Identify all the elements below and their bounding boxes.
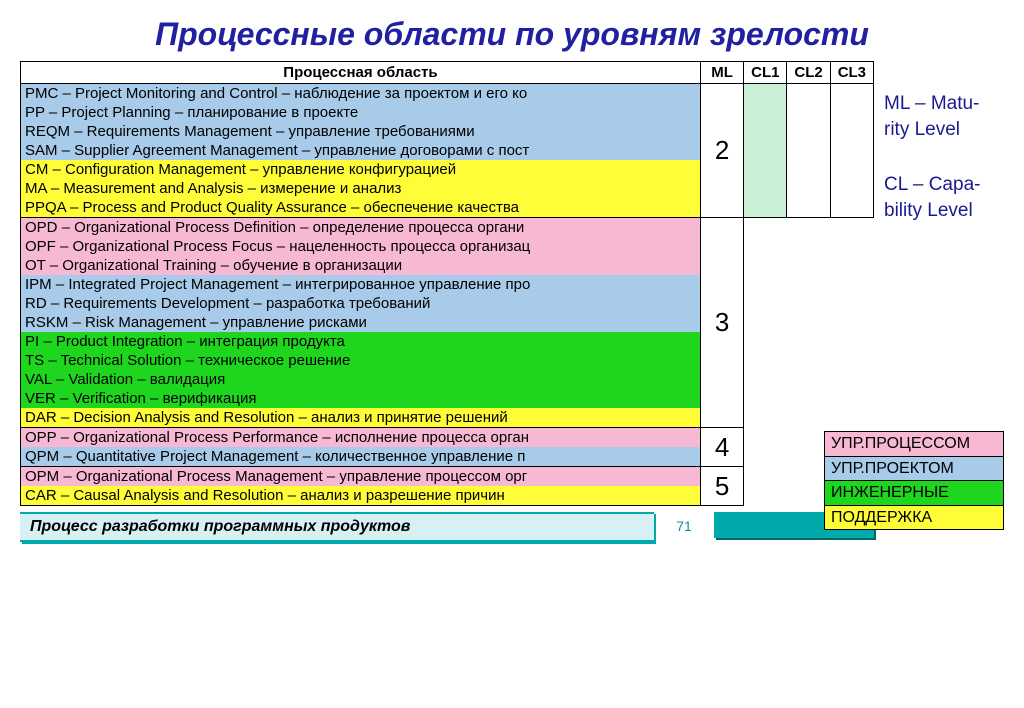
process-area-cell: TS – Technical Solution – техническое ре… — [21, 351, 701, 370]
process-area-cell: PP – Project Planning – планирование в п… — [21, 103, 701, 122]
table-row: RSKM – Risk Management – управление риск… — [21, 313, 874, 332]
footer-label: Процесс разработки программных продуктов — [20, 512, 654, 542]
table-header-row: Процессная область ML CL1 CL2 CL3 — [21, 62, 874, 84]
legend-process: УПР.ПРОЦЕССОМ — [825, 432, 1003, 457]
slide-title: Процессные области по уровням зрелости — [20, 16, 1004, 53]
definition-cl: CL – Capa-bility Level — [884, 172, 1004, 223]
table-row: CAR – Causal Analysis and Resolution – а… — [21, 486, 874, 506]
table-row: OT – Organizational Training – обучение … — [21, 256, 874, 275]
process-area-cell: OT – Organizational Training – обучение … — [21, 256, 701, 275]
process-area-cell: REQM – Requirements Management – управле… — [21, 122, 701, 141]
process-area-cell: OPP – Organizational Process Performance… — [21, 428, 701, 448]
process-area-cell: PI – Product Integration – интеграция пр… — [21, 332, 701, 351]
col-header-pa: Процессная область — [21, 62, 701, 84]
maturity-level-cell: 2 — [700, 84, 743, 218]
footer-bar: Процесс разработки программных продуктов… — [20, 512, 874, 542]
legend-engineering: ИНЖЕНЕРНЫЕ — [825, 481, 1003, 506]
table-row: VER – Verification – верификация — [21, 389, 874, 408]
process-area-cell: PPQA – Process and Product Quality Assur… — [21, 198, 701, 218]
process-area-cell: OPF – Organizational Process Focus – нац… — [21, 237, 701, 256]
process-area-cell: SAM – Supplier Agreement Management – уп… — [21, 141, 701, 160]
page-number: 71 — [654, 512, 714, 542]
table-row: PI – Product Integration – интеграция пр… — [21, 332, 874, 351]
process-area-cell: DAR – Decision Analysis and Resolution –… — [21, 408, 701, 428]
process-area-cell: RSKM – Risk Management – управление риск… — [21, 313, 701, 332]
process-area-cell: MA – Measurement and Analysis – измерени… — [21, 179, 701, 198]
table-row: TS – Technical Solution – техническое ре… — [21, 351, 874, 370]
process-area-cell: CAR – Causal Analysis and Resolution – а… — [21, 486, 701, 506]
cl1-cell — [744, 84, 787, 218]
col-header-ml: ML — [700, 62, 743, 84]
col-header-cl2: CL2 — [787, 62, 830, 84]
table-row: IPM – Integrated Project Management – ин… — [21, 275, 874, 294]
col-header-cl1: CL1 — [744, 62, 787, 84]
table-row: OPP – Organizational Process Performance… — [21, 428, 874, 448]
maturity-level-cell: 4 — [700, 428, 743, 467]
maturity-level-cell: 3 — [700, 218, 743, 428]
table-row: QPM – Quantitative Project Management – … — [21, 447, 874, 467]
cl3-cell — [830, 84, 873, 218]
table-row: DAR – Decision Analysis and Resolution –… — [21, 408, 874, 428]
maturity-level-cell: 5 — [700, 467, 743, 506]
table-row: OPM – Organizational Process Management … — [21, 467, 874, 487]
legend-support: ПОДДЕРЖКА — [825, 506, 1003, 530]
process-areas-table: Процессная область ML CL1 CL2 CL3 PMC – … — [20, 61, 874, 506]
process-area-cell: CM – Configuration Management – управлен… — [21, 160, 701, 179]
process-area-cell: RD – Requirements Development – разработ… — [21, 294, 701, 313]
definition-ml: ML – Matu-rity Level — [884, 91, 1004, 142]
process-area-cell: PMC – Project Monitoring and Control – н… — [21, 84, 701, 104]
cl2-cell — [787, 84, 830, 218]
col-header-cl3: CL3 — [830, 62, 873, 84]
process-area-cell: VER – Verification – верификация — [21, 389, 701, 408]
legend-project: УПР.ПРОЕКТОМ — [825, 457, 1003, 482]
process-area-cell: VAL – Validation – валидация — [21, 370, 701, 389]
process-area-cell: IPM – Integrated Project Management – ин… — [21, 275, 701, 294]
process-area-cell: OPM – Organizational Process Management … — [21, 467, 701, 487]
process-area-cell: OPD – Organizational Process Definition … — [21, 218, 701, 238]
table-row: PMC – Project Monitoring and Control – н… — [21, 84, 874, 104]
process-area-cell: QPM – Quantitative Project Management – … — [21, 447, 701, 467]
table-row: OPF – Organizational Process Focus – нац… — [21, 237, 874, 256]
table-row: OPD – Organizational Process Definition … — [21, 218, 874, 238]
legend: УПР.ПРОЦЕССОМ УПР.ПРОЕКТОМ ИНЖЕНЕРНЫЕ ПО… — [824, 431, 1004, 530]
table-row: VAL – Validation – валидация — [21, 370, 874, 389]
table-row: RD – Requirements Development – разработ… — [21, 294, 874, 313]
